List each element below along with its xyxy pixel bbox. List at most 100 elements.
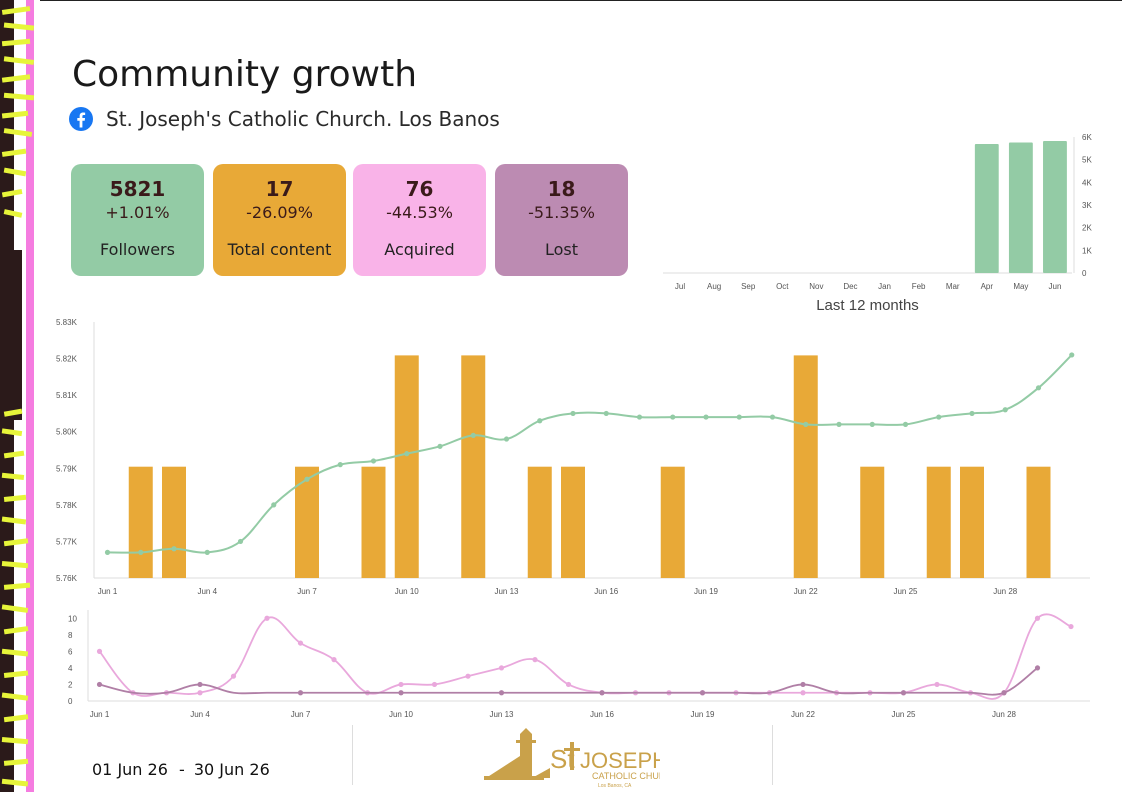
followers-point — [503, 436, 510, 442]
lost-point — [800, 681, 806, 688]
followers-point — [769, 414, 776, 420]
followers-point — [869, 421, 875, 427]
acquired-point — [934, 681, 940, 688]
x-tick-label: Jan — [878, 282, 891, 291]
acquired-point — [96, 648, 103, 654]
kpi-card-acquired: 76 -44.53% Acquired — [353, 164, 486, 276]
footer-divider-right — [772, 725, 773, 785]
x-tick-label: Dec — [843, 282, 857, 291]
page-title: Community growth — [72, 54, 418, 95]
kpi-value: 5821 — [109, 177, 166, 201]
kpi-change: -51.35% — [528, 203, 595, 222]
lost-point — [498, 690, 505, 696]
kpi-label: Lost — [544, 240, 579, 259]
x-tick-label: May — [1013, 282, 1028, 291]
x-tick-label: Jun 13 — [489, 710, 514, 719]
lost-point — [699, 690, 706, 696]
followers-point — [271, 502, 277, 508]
y-tick-label: 8 — [68, 631, 73, 640]
lost-point — [297, 690, 304, 696]
content-bar — [162, 466, 186, 578]
facebook-icon — [69, 107, 93, 131]
x-tick-label: Jun 22 — [794, 587, 819, 596]
acquired-point — [230, 673, 237, 679]
svg-text:Los Banos, CA: Los Banos, CA — [598, 783, 632, 788]
followers-point — [736, 414, 742, 420]
acquired-point — [565, 681, 572, 688]
x-tick-label: Jun 7 — [297, 587, 317, 596]
y-tick-label: 0 — [68, 697, 73, 706]
followers-point — [1035, 385, 1042, 391]
x-tick-label: Jun 25 — [893, 587, 918, 596]
lost-point — [1034, 665, 1041, 671]
followers-point — [370, 458, 377, 464]
followers-point — [337, 462, 343, 468]
y-tick-label: 3K — [1082, 201, 1092, 210]
kpi-label: Total content — [227, 240, 332, 259]
acquired-point — [1034, 615, 1041, 621]
bar-may — [1008, 142, 1033, 273]
content-bar — [860, 466, 885, 578]
content-bar — [128, 466, 153, 578]
followers-point — [636, 414, 643, 420]
x-tick-label: Nov — [809, 282, 823, 291]
y-tick-label: 5.76K — [56, 574, 78, 583]
x-tick-label: Jun 22 — [791, 710, 816, 719]
followers-point — [437, 443, 443, 449]
followers-point — [670, 414, 676, 420]
content-bar — [527, 466, 552, 578]
church-name: St. Joseph's Catholic Church. Los Banos — [106, 107, 500, 131]
x-tick-label: Jun 7 — [291, 710, 311, 719]
chart-title: Last 12 months — [816, 297, 919, 314]
y-tick-label: 0 — [1082, 269, 1087, 278]
x-tick-label: Jun 13 — [494, 587, 519, 596]
content-bar — [793, 355, 818, 578]
date-start: 01 Jun 26 — [92, 760, 168, 779]
top-border-line — [0, 0, 1122, 1]
y-tick-label: 6K — [1082, 133, 1092, 142]
date-end: 30 Jun 26 — [193, 760, 270, 779]
kpi-value: 17 — [265, 177, 294, 201]
x-tick-label: Jun 10 — [389, 710, 414, 719]
acquired-lost-chart: 0 2 4 6 8 10 Jun 1 Jun 4 Jun 7 Jun 10 Jun 13 Jun 16… — [68, 610, 1090, 719]
followers-point — [1069, 352, 1075, 358]
followers-point — [171, 546, 177, 552]
y-tick-label: 5.80K — [56, 428, 78, 437]
followers-point — [803, 421, 809, 427]
followers-point — [902, 421, 909, 427]
x-tick-label: Jun — [1049, 282, 1062, 291]
y-tick-label: 5.81K — [56, 391, 78, 400]
kpi-card-lost: 18 -51.35% Lost — [495, 164, 628, 276]
content-bar — [394, 355, 419, 578]
followers-point — [969, 410, 975, 417]
x-tick-label: Feb — [912, 282, 926, 291]
y-tick-label: 5.79K — [56, 464, 78, 473]
followers-point — [703, 414, 709, 420]
followers-point — [304, 476, 310, 482]
x-tick-label: Jun 28 — [992, 710, 1017, 719]
content-bar — [295, 466, 319, 578]
lost-point — [398, 690, 404, 696]
x-tick-label: Jun 16 — [594, 587, 619, 596]
lost-point — [1001, 690, 1007, 696]
content-bar — [926, 466, 951, 578]
x-tick-label: Apr — [981, 282, 994, 291]
x-tick-label: Jun 19 — [694, 587, 719, 596]
lost-point — [96, 681, 103, 688]
y-tick-label: 4 — [68, 664, 73, 673]
daily-followers-content-chart: 5.76K 5.77K 5.78K 5.79K 5.80K 5.81K 5.82K 5.83K… — [56, 318, 1090, 596]
acquired-point — [1068, 623, 1074, 630]
x-tick-label: Jun 28 — [993, 587, 1018, 596]
acquired-point — [431, 681, 438, 688]
date-range: 01 Jun 26 - 30 Jun 26 — [92, 760, 270, 779]
y-tick-label: 4K — [1082, 178, 1092, 187]
bar-apr — [974, 144, 999, 273]
x-tick-label: Jun 4 — [197, 587, 217, 596]
kpi-card-followers: 5821 +1.01% Followers — [71, 164, 204, 276]
monthly-followers-chart: 0 1K 2K 3K 4K 5K 6K Jul Aug Sep Oct Nov Dec Jan Feb Mar… — [663, 133, 1092, 314]
x-tick-label: Aug — [707, 282, 721, 291]
y-tick-label: 2 — [68, 680, 73, 689]
y-tick-label: 5.83K — [56, 318, 78, 327]
followers-point — [138, 549, 144, 555]
x-tick-label: Jul — [675, 282, 685, 291]
